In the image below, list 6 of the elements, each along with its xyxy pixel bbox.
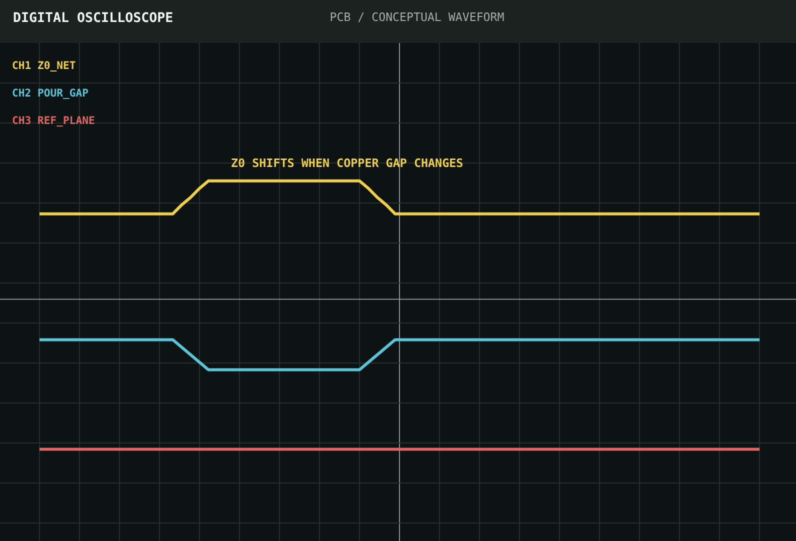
text: CH3 REF_PLANE [12, 115, 95, 127]
text: CH1 Z0_NET [12, 60, 76, 72]
chart-subtitle: PCB / CONCEPTUAL WAVEFORM [330, 10, 504, 24]
chart-title: DIGITAL OSCILLOSCOPE [13, 11, 174, 26]
text: CH2 POUR_GAP [12, 88, 89, 100]
text: Z0 SHIFTS WHEN COPPER GAP CHANGES [231, 156, 464, 170]
